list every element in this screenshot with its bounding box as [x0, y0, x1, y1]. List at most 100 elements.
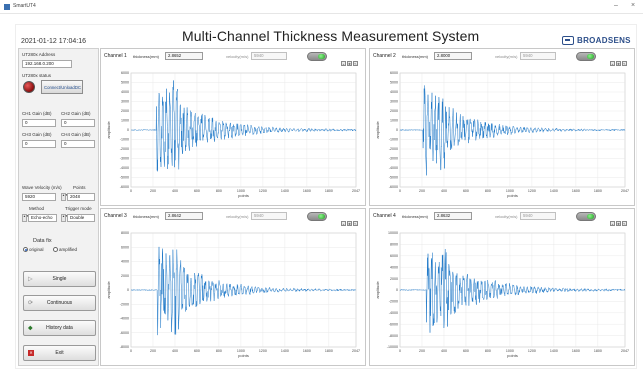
y-tick-label: 5000	[121, 81, 129, 85]
ch2-gain-field[interactable]: 0	[61, 119, 95, 127]
ch1-gain-label: CH1 Gain (dB)	[22, 111, 52, 116]
x-tick-label: 0	[399, 189, 401, 193]
close-button[interactable]: ×	[630, 2, 636, 9]
history-data-button[interactable]: ◆ History data	[23, 320, 96, 336]
channel-4-waveform-chart: -10000-8000-6000-4000-200002000400060008…	[375, 231, 629, 358]
ch1-gain-field[interactable]: 0	[22, 119, 56, 127]
x-tick-label: 800	[216, 349, 222, 353]
app-name: SmartUT4	[13, 3, 36, 9]
x-axis-label: points	[238, 193, 249, 198]
waveform-series-line	[399, 85, 626, 176]
x-tick-label: 600	[463, 189, 469, 193]
channel-3-enable-toggle[interactable]	[307, 212, 327, 221]
channel-1-thickness-label: thickness(mm)	[133, 54, 160, 59]
y-tick-label: 0	[396, 128, 398, 132]
y-tick-label: -6000	[120, 185, 129, 189]
radio-amplified[interactable]	[53, 247, 58, 252]
pan-icon[interactable]: ✥	[347, 221, 352, 226]
channel-3-panel: Channel 3 thickness(mm) 2.8642 velocity(…	[100, 208, 366, 366]
y-tick-label: 8000	[390, 243, 398, 247]
channel-1-enable-toggle[interactable]	[307, 52, 327, 61]
cursor-icon[interactable]: ↖	[622, 221, 627, 226]
method-label: Method	[29, 206, 45, 211]
channel-1-panel: Channel 1 thickness(mm) 2.8652 velocity(…	[100, 48, 366, 206]
x-tick-label: 600	[463, 349, 469, 353]
trigger-mode-select[interactable]: Double	[67, 214, 95, 222]
cursor-icon[interactable]: ↖	[353, 221, 358, 226]
cursor-icon[interactable]: ↖	[353, 61, 358, 66]
pan-icon[interactable]: ✥	[616, 221, 621, 226]
continuous-button[interactable]: ⟳ Continuous	[23, 295, 96, 311]
channel-3-graph-tools: + ✥ ↖	[341, 221, 358, 226]
channel-2-panel: Channel 2 thickness(mm) 2.8000 velocity(…	[369, 48, 635, 206]
y-tick-label: -6000	[389, 185, 398, 189]
y-tick-label: -4000	[389, 311, 398, 315]
points-stepper[interactable]: ▲▼	[61, 193, 68, 201]
y-tick-label: -5000	[389, 176, 398, 180]
y-tick-label: -2000	[389, 147, 398, 151]
status-label: UT280x status	[22, 73, 52, 78]
waveform-series-line	[399, 248, 626, 333]
y-tick-label: -8000	[120, 345, 129, 349]
brand-logo: BROADSENS	[562, 36, 631, 45]
y-tick-label: -10000	[387, 345, 398, 349]
y-tick-label: 0	[127, 128, 129, 132]
method-stepper[interactable]: ▲▼	[22, 214, 29, 222]
channel-1-graph-tools: + ✥ ↖	[341, 61, 358, 66]
minimize-button[interactable]: –	[614, 2, 618, 9]
channel-4-enable-toggle[interactable]	[576, 212, 596, 221]
y-tick-label: 1000	[390, 119, 398, 123]
x-tick-label: 400	[172, 349, 178, 353]
pan-icon[interactable]: ✥	[616, 61, 621, 66]
channel-1-velocity-label: velocity(m/s)	[226, 54, 249, 59]
exit-button[interactable]: ✕ Exit	[23, 345, 96, 361]
zoom-icon[interactable]: +	[610, 61, 615, 66]
x-tick-label: 1600	[303, 189, 311, 193]
y-tick-label: 4000	[390, 265, 398, 269]
points-label: Points	[73, 185, 86, 190]
control-panel: UT280x Address 192.168.0.200 UT280x stat…	[18, 48, 99, 366]
x-tick-label: 1800	[325, 189, 333, 193]
channel-4-thickness-label: thickness(mm)	[402, 214, 429, 219]
y-tick-label: 1000	[121, 119, 129, 123]
cursor-icon[interactable]: ↖	[622, 61, 627, 66]
single-button[interactable]: ▷ Single	[23, 271, 96, 287]
ip-address-field[interactable]: 192.168.0.200	[22, 60, 72, 68]
y-tick-label: 4000	[121, 260, 129, 264]
channel-3-thickness-label: thickness(mm)	[133, 214, 160, 219]
channel-2-enable-toggle[interactable]	[576, 52, 596, 61]
y-tick-label: -2000	[389, 300, 398, 304]
ch4-gain-field[interactable]: 0	[61, 140, 95, 148]
radio-original[interactable]	[23, 247, 28, 252]
zoom-icon[interactable]: +	[341, 221, 346, 226]
zoom-icon[interactable]: +	[341, 61, 346, 66]
connect-button[interactable]: Connect/UnloadDC	[41, 80, 83, 94]
x-tick-label: 1800	[594, 349, 602, 353]
x-axis-label: points	[507, 193, 518, 198]
channel-3-waveform-chart: -8000 -6000 -4000 -2000 0 2000 4000 6000 8000 0 20…	[106, 231, 360, 358]
zoom-icon[interactable]: +	[610, 221, 615, 226]
x-tick-label: 400	[441, 189, 447, 193]
channel-4-velocity-label: velocity(m/s)	[495, 214, 518, 219]
app-icon	[4, 4, 10, 10]
channel-2-thickness-field: 2.8000	[434, 52, 472, 60]
ch4-gain-label: CH4 Gain (dB)	[61, 132, 91, 137]
y-tick-label: 6000	[390, 254, 398, 258]
trigger-stepper[interactable]: ▲▼	[61, 214, 68, 222]
method-select[interactable]: Echo-echo	[28, 214, 57, 222]
channel-2-velocity-field: 5940	[520, 52, 556, 60]
y-tick-label: -6000	[389, 322, 398, 326]
x-tick-label: 0	[399, 349, 401, 353]
wave-velocity-field[interactable]: 5920	[22, 193, 56, 201]
y-tick-label: -3000	[120, 157, 129, 161]
x-tick-label: 1400	[281, 349, 289, 353]
points-field[interactable]: 2048	[67, 193, 95, 201]
ch3-gain-field[interactable]: 0	[22, 140, 56, 148]
x-tick-label: 1000	[237, 189, 245, 193]
y-tick-label: 6000	[121, 71, 129, 75]
channel-4-thickness-field: 2.8632	[434, 212, 472, 220]
y-tick-label: -1000	[389, 138, 398, 142]
pan-icon[interactable]: ✥	[347, 61, 352, 66]
x-tick-label: 2047	[352, 189, 360, 193]
x-axis-label: points	[507, 353, 518, 358]
